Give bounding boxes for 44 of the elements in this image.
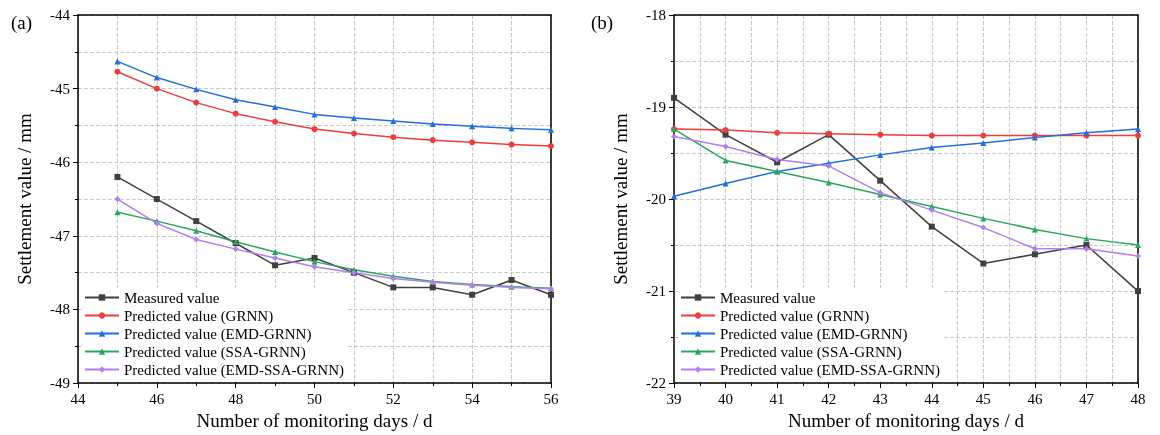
x-tick-label: 39	[666, 390, 682, 407]
legend-label: Predicted value (SSA-GRNN)	[720, 343, 902, 361]
chart-title: (a)	[11, 12, 33, 34]
x-tick-label: 48	[228, 390, 244, 407]
legend-label: Measured value	[720, 289, 816, 306]
y-tick-label: -19	[646, 99, 666, 116]
legend-label: Predicted value (EMD-SSA-GRNN)	[720, 361, 940, 379]
x-tick-label: 42	[821, 390, 837, 407]
y-tick-label: -44	[50, 7, 71, 23]
x-tick-label: 56	[543, 390, 559, 407]
y-tick-label: -48	[50, 301, 70, 318]
x-tick-label: 52	[385, 390, 401, 407]
x-tick-label: 46	[149, 390, 165, 407]
x-tick-label: 48	[1130, 390, 1146, 407]
x-tick-label: 46	[1027, 390, 1043, 407]
y-tick-label: -49	[50, 375, 70, 392]
x-tick-label: 43	[872, 390, 888, 407]
x-axis-title: Number of monitoring days / d	[788, 410, 1025, 431]
legend-label: Measured value	[124, 289, 220, 306]
y-tick-label: -22	[646, 375, 666, 392]
legend-label: Predicted value (SSA-GRNN)	[124, 343, 306, 361]
y-tick-label: -18	[646, 7, 666, 23]
legend-label: Predicted value (GRNN)	[720, 307, 870, 325]
x-tick-label: 40	[718, 390, 734, 407]
x-axis-title: Number of monitoring days / d	[196, 410, 433, 431]
y-tick-label: -47	[50, 227, 71, 244]
x-tick-label: 47	[1078, 390, 1095, 407]
x-tick-label: 54	[464, 390, 481, 407]
x-tick-label: 44	[924, 390, 940, 407]
legend-label: Predicted value (EMD-SSA-GRNN)	[124, 361, 344, 379]
x-tick-label: 44	[70, 390, 86, 407]
y-tick-label: -20	[646, 191, 666, 208]
x-tick-label: 41	[769, 390, 785, 407]
y-axis-title: Settlement value / mm	[14, 113, 35, 285]
y-axis-title: Settlement value / mm	[610, 113, 631, 285]
chart-title: (b)	[591, 12, 614, 34]
x-tick-label: 50	[307, 390, 322, 407]
legend-label: Predicted value (EMD-GRNN)	[124, 325, 312, 343]
y-tick-label: -46	[50, 154, 71, 171]
x-tick-label: 45	[975, 390, 991, 407]
legend-label: Predicted value (EMD-GRNN)	[720, 325, 908, 343]
y-tick-label: -45	[50, 80, 70, 97]
y-tick-label: -21	[646, 283, 666, 300]
legend-label: Predicted value (GRNN)	[124, 307, 274, 325]
